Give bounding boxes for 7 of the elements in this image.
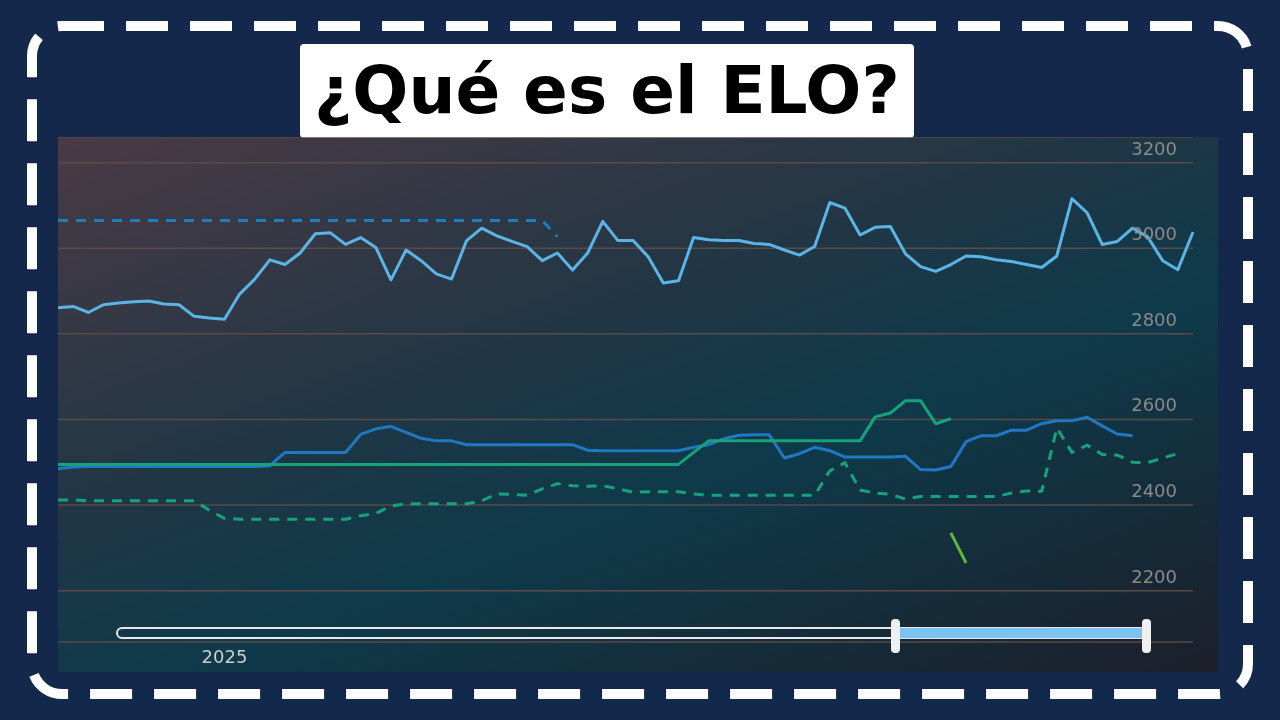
y-tick-label: 2600 <box>1131 394 1177 416</box>
chart-title: ¿Qué es el ELO? <box>314 52 900 129</box>
y-tick-label: 2800 <box>1131 308 1177 330</box>
y-tick-label: 2400 <box>1131 480 1177 502</box>
y-tick-label: 2200 <box>1131 565 1177 587</box>
x-tick-label: 2025 <box>201 645 248 667</box>
y-tick-label: 3200 <box>1131 137 1177 159</box>
